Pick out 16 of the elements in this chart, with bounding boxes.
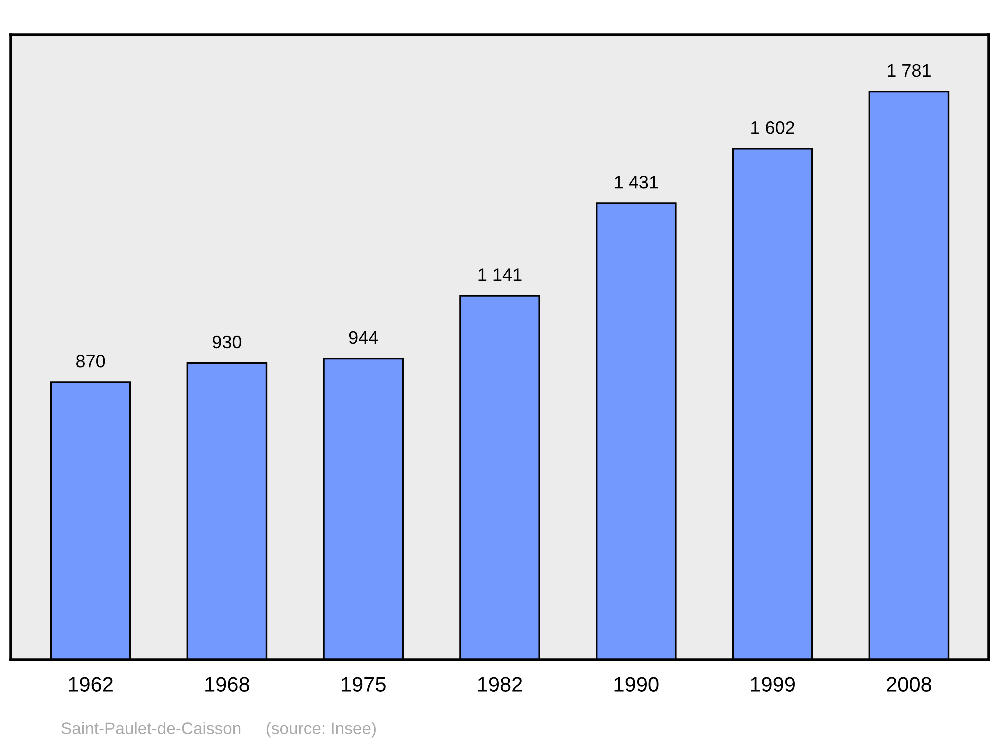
x-tick-label: 1968 [206,677,250,692]
data-label: 1 602 [752,121,794,134]
x-tick-label: 1990 [614,677,659,692]
text: Saint-Paulet-de-Caisson [62,722,241,734]
data-label: 944 [349,331,378,344]
x-tick-label: 1975 [342,677,386,692]
x-tick-label: 1962 [69,677,113,692]
data-label: 1 431 [615,176,658,189]
text: (source: Insee) [266,722,376,738]
x-tick-label: 1982 [478,677,522,692]
data-label: 870 [76,354,106,368]
data-label: 1 781 [888,64,931,78]
x-tick-label: 2008 [887,677,932,692]
x-tick-label: 1999 [751,677,795,692]
data-label: 930 [212,336,242,349]
data-label: 1 141 [478,268,522,282]
